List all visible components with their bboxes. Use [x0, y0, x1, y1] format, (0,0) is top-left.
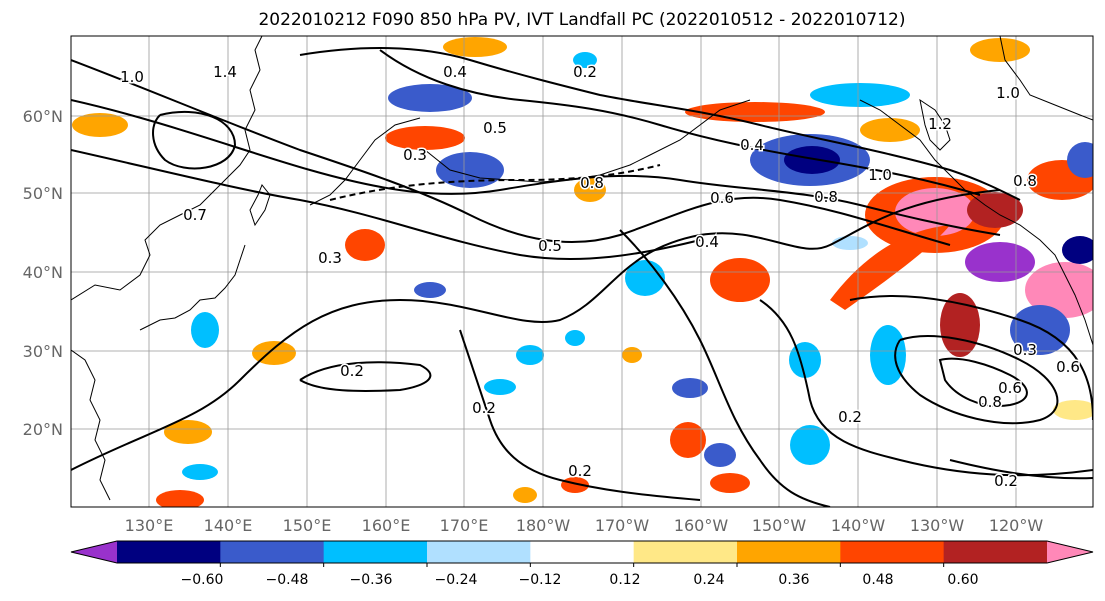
coastlines: [71, 36, 1093, 501]
colorbar-segment: [117, 541, 221, 563]
contour-label: 0.5: [483, 119, 507, 137]
contour-label: 0.3: [403, 146, 427, 164]
colorbar-extend-min: [71, 541, 117, 563]
pv-shading-negative: [182, 52, 1093, 480]
contour-label: 0.6: [1056, 358, 1080, 376]
colorbar-tick-label: 0.24: [693, 572, 724, 588]
contour-label: 0.2: [838, 408, 862, 426]
colorbar-segment: [220, 541, 325, 563]
colorbar-segments: [71, 541, 1093, 563]
pv-contours: [71, 47, 1093, 507]
colorbar-tick-label: 0.48: [862, 572, 893, 588]
lon-label: 160°W: [674, 516, 729, 535]
lon-label: 180°W: [516, 516, 571, 535]
lat-label: 50°N: [23, 184, 63, 203]
colorbar-tick-label: −0.36: [350, 572, 393, 588]
contour-label: 0.8: [978, 393, 1002, 411]
contour-label: 0.2: [994, 472, 1018, 490]
contour-label: 0.8: [814, 188, 838, 206]
lat-label: 60°N: [23, 107, 63, 126]
contour-label: 1.4: [213, 63, 237, 81]
dashed-contour: [329, 164, 661, 201]
lon-label: 170°E: [440, 516, 489, 535]
colorbar-segment: [840, 541, 945, 563]
contour-label: 0.2: [568, 462, 592, 480]
contour-label: 0.5: [538, 237, 562, 255]
contour-label: 0.4: [695, 233, 719, 251]
contour-label: 1.2: [928, 115, 952, 133]
lon-label: 160°E: [362, 516, 411, 535]
contour-label: 0.8: [1013, 172, 1037, 190]
contour-label: 0.7: [183, 206, 207, 224]
map-frame: [70, 35, 1094, 508]
longitude-labels: 130°E 140°E 150°E 160°E 170°E 180°W 170°…: [125, 516, 1044, 535]
contour-label: 0.2: [340, 362, 364, 380]
colorbar-extend-max: [1047, 541, 1093, 563]
colorbar-segment: [427, 541, 531, 563]
lat-label: 30°N: [23, 342, 63, 361]
contour-label: 0.3: [1013, 341, 1037, 359]
contour-label: 1.0: [996, 84, 1020, 102]
contour-label: 0.3: [318, 249, 342, 267]
colorbar-tick-label: 0.36: [778, 572, 809, 588]
contour-label: 0.4: [443, 63, 467, 81]
lon-label: 130°W: [910, 516, 965, 535]
colorbar-outline: [70, 540, 1094, 564]
lon-label: 150°E: [283, 516, 332, 535]
contour-label: 1.0: [120, 68, 144, 86]
colorbar: −0.60 −0.48 −0.36 −0.24 −0.12 0.12 0.24 …: [70, 540, 1094, 588]
lon-label: 130°E: [125, 516, 174, 535]
lon-label: 170°W: [595, 516, 650, 535]
colorbar-ticks: [219, 563, 945, 567]
contour-label: 0.2: [472, 399, 496, 417]
contour-labels: 0.4 0.5 0.3 0.5 0.6 0.4 0.8 1.0 0.3 0.2 …: [119, 62, 1082, 492]
colorbar-segment: [737, 541, 841, 563]
contour-label: 0.6: [998, 379, 1022, 397]
colorbar-tick-label: −0.60: [181, 572, 224, 588]
colorbar-tick-label: −0.12: [519, 572, 562, 588]
lon-label: 140°W: [831, 516, 886, 535]
map-panel: 0.4 0.5 0.3 0.5 0.6 0.4 0.8 1.0 0.3 0.2 …: [70, 35, 1094, 508]
contour-label: 0.8: [580, 174, 604, 192]
contour-label: 1.0: [868, 166, 892, 184]
contour-label: 0.4: [740, 136, 764, 154]
lat-label: 20°N: [23, 420, 63, 439]
lon-label: 120°W: [989, 516, 1044, 535]
colorbar-tick-labels: −0.60 −0.48 −0.36 −0.24 −0.12 0.12 0.24 …: [181, 572, 979, 588]
colorbar-tick-label: −0.48: [266, 572, 309, 588]
colorbar-segment: [323, 541, 428, 563]
colorbar-tick-label: 0.12: [609, 572, 640, 588]
figure-title: 2022010212 F090 850 hPa PV, IVT Landfall…: [258, 10, 905, 30]
lat-label: 40°N: [23, 263, 63, 282]
graticule: [71, 36, 1093, 507]
contour-label: 0.2: [573, 63, 597, 81]
colorbar-segment: [943, 541, 1048, 563]
colorbar-segment: [530, 541, 635, 563]
colorbar-segment: [633, 541, 738, 563]
lon-label: 140°E: [204, 516, 253, 535]
contour-label: 0.6: [710, 189, 734, 207]
colorbar-tick-label: 0.60: [947, 572, 978, 588]
lon-label: 150°W: [752, 516, 807, 535]
latitude-labels: 60°N 50°N 40°N 30°N 20°N: [23, 107, 63, 439]
colorbar-tick-label: −0.24: [435, 572, 478, 588]
